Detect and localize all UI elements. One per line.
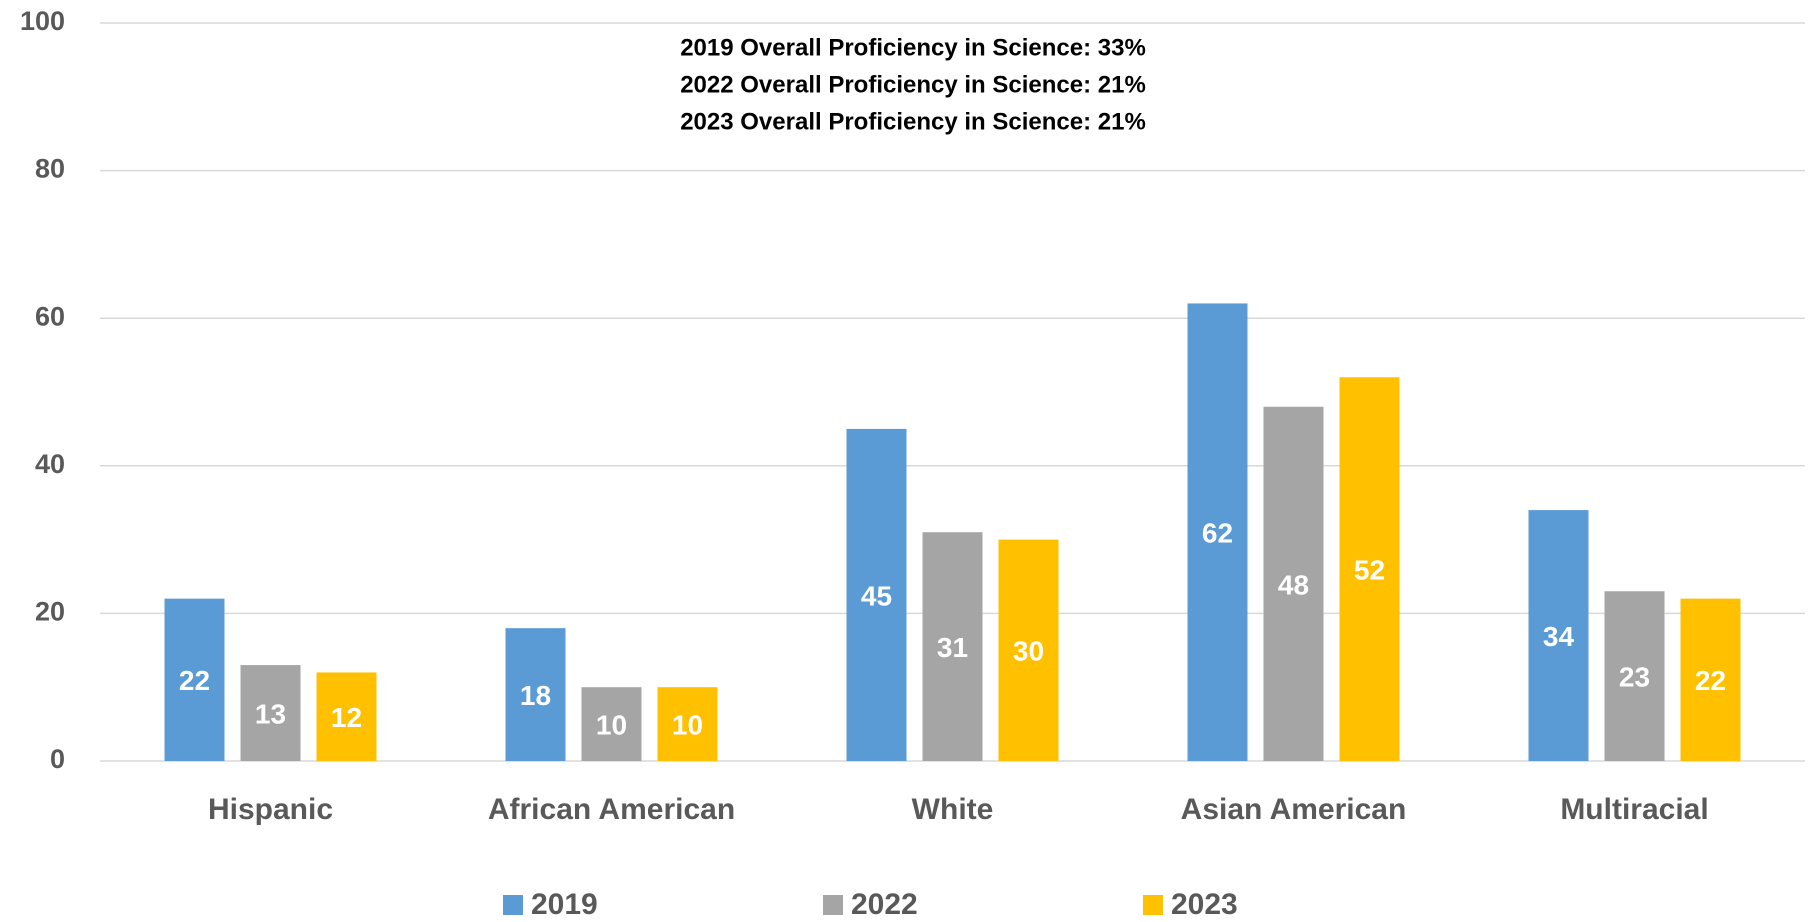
x-tick-label: Hispanic (208, 793, 333, 826)
annotation: 2023 Overall Proficiency in Science: 21% (680, 108, 1146, 135)
data-label: 48 (1278, 569, 1309, 600)
bar (316, 672, 377, 761)
data-label: 12 (331, 702, 362, 733)
data-label: 30 (1013, 636, 1044, 667)
x-tick-label: African American (488, 793, 735, 826)
y-tick-label: 40 (35, 449, 65, 479)
data-label: 10 (596, 709, 627, 740)
y-tick-label: 20 (35, 597, 65, 627)
data-label: 13 (255, 698, 286, 729)
data-label: 22 (179, 665, 210, 696)
data-label: 22 (1695, 665, 1726, 696)
x-tick-label: Multiracial (1560, 793, 1708, 826)
legend-label: 2019 (531, 888, 598, 921)
legend-swatch (1143, 895, 1163, 915)
data-label: 23 (1619, 662, 1650, 693)
bar (1339, 377, 1400, 761)
bar (240, 665, 301, 761)
bar (1680, 598, 1741, 761)
bar (1528, 510, 1589, 761)
y-tick-label: 80 (35, 154, 65, 184)
legend-swatch (823, 895, 843, 915)
data-label: 34 (1543, 621, 1575, 652)
bar (1263, 406, 1324, 761)
data-label: 45 (861, 580, 892, 611)
legend-label: 2023 (1171, 888, 1238, 921)
data-label: 62 (1202, 518, 1233, 549)
legend-label: 2022 (851, 888, 918, 921)
data-label: 10 (672, 709, 703, 740)
bar (1604, 591, 1665, 761)
legend-swatch (503, 895, 523, 915)
x-tick-label: White (912, 793, 994, 826)
annotation: 2019 Overall Proficiency in Science: 33% (680, 34, 1146, 61)
data-label: 52 (1354, 555, 1385, 586)
bar (922, 532, 983, 761)
x-tick-label: Asian American (1181, 793, 1407, 826)
data-label: 31 (937, 632, 968, 663)
annotation: 2022 Overall Proficiency in Science: 21% (680, 71, 1146, 98)
bar (164, 598, 225, 761)
bar (1187, 303, 1248, 761)
y-tick-label: 0 (50, 744, 65, 774)
bar (998, 539, 1059, 761)
bar (846, 428, 907, 761)
bar (657, 687, 718, 761)
bar (505, 628, 566, 761)
y-tick-label: 100 (20, 6, 65, 36)
bar (581, 687, 642, 761)
y-tick-label: 60 (35, 301, 65, 331)
data-label: 18 (520, 680, 551, 711)
